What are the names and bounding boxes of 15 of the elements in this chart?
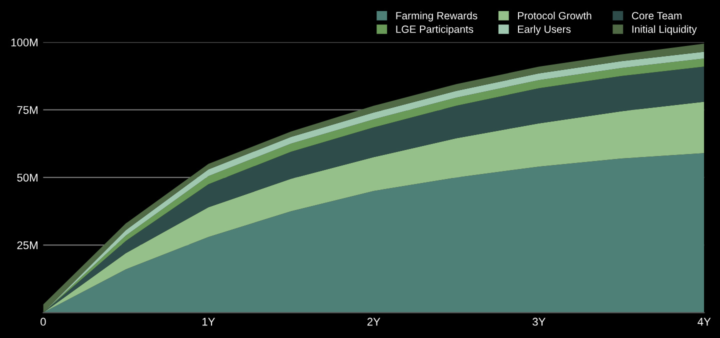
legend-label: Protocol Growth <box>518 12 592 20</box>
legend-label: LGE Participants <box>396 25 474 35</box>
legend-label: Farming Rewards <box>396 12 478 22</box>
y-tick-label: 50M <box>17 174 38 182</box>
legend-label: Initial Liquidity <box>632 25 697 35</box>
x-tick-label: 4Y <box>698 318 711 326</box>
x-tick-label: 3Y <box>532 318 546 326</box>
legend-label: Core Team <box>632 12 682 20</box>
y-tick-label: 25M <box>17 241 38 250</box>
x-tick-label: 1Y <box>202 318 215 326</box>
y-tick-label: 100M <box>11 38 38 46</box>
legend-label: Early Users <box>518 25 571 35</box>
x-tick-label: 0 <box>40 318 46 326</box>
x-tick-label: 2Y <box>367 318 380 326</box>
y-tick-label: 75M <box>17 106 38 114</box>
